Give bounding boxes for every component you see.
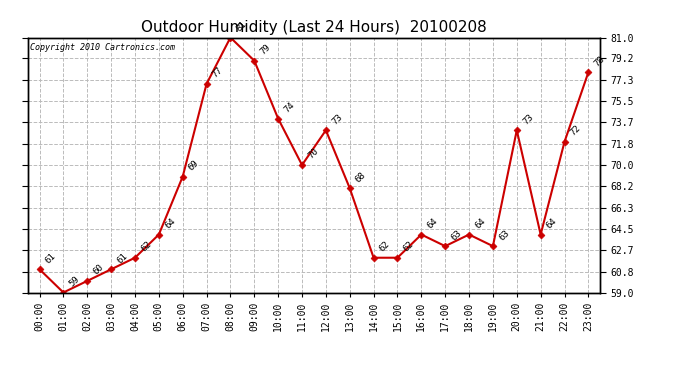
Text: 72: 72 xyxy=(569,124,582,138)
Text: Copyright 2010 Cartronics.com: Copyright 2010 Cartronics.com xyxy=(30,43,175,52)
Text: 62: 62 xyxy=(139,240,153,254)
Text: 64: 64 xyxy=(426,216,440,230)
Text: 59: 59 xyxy=(68,274,81,288)
Text: 79: 79 xyxy=(259,42,273,57)
Text: 60: 60 xyxy=(91,263,106,277)
Text: 78: 78 xyxy=(593,54,607,68)
Text: 77: 77 xyxy=(210,66,225,80)
Text: 62: 62 xyxy=(377,240,392,254)
Text: 73: 73 xyxy=(521,112,535,126)
Text: 74: 74 xyxy=(282,100,296,114)
Text: 81: 81 xyxy=(235,20,248,33)
Text: 61: 61 xyxy=(115,251,129,265)
Text: 68: 68 xyxy=(354,170,368,184)
Text: 69: 69 xyxy=(187,159,201,172)
Text: 62: 62 xyxy=(402,240,415,254)
Text: 61: 61 xyxy=(43,251,58,265)
Text: 63: 63 xyxy=(497,228,511,242)
Text: 64: 64 xyxy=(163,216,177,230)
Text: 64: 64 xyxy=(473,216,487,230)
Text: 73: 73 xyxy=(330,112,344,126)
Text: 70: 70 xyxy=(306,147,320,161)
Text: 64: 64 xyxy=(545,216,559,230)
Text: 63: 63 xyxy=(449,228,463,242)
Title: Outdoor Humidity (Last 24 Hours)  20100208: Outdoor Humidity (Last 24 Hours) 2010020… xyxy=(141,20,487,35)
